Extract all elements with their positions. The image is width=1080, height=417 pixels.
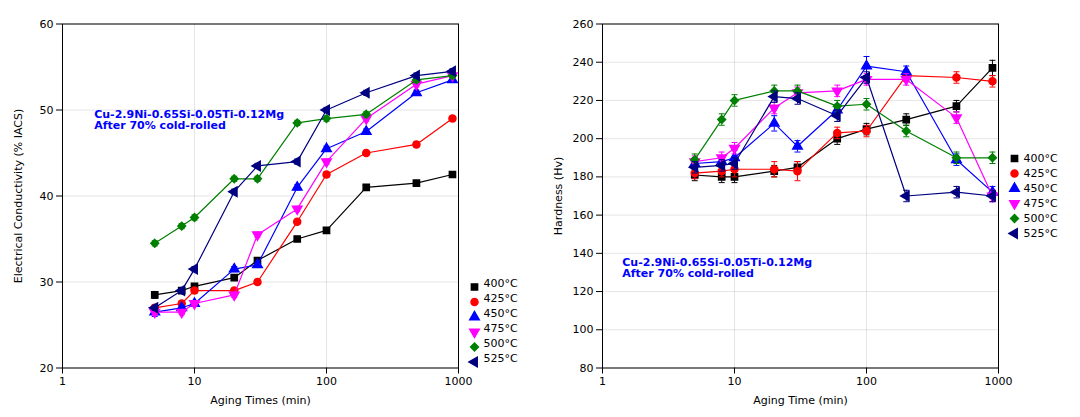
svg-text:425°C: 425°C xyxy=(1024,167,1058,180)
svg-text:100: 100 xyxy=(316,375,337,388)
svg-text:20: 20 xyxy=(40,362,54,375)
svg-text:10: 10 xyxy=(188,375,202,388)
svg-text:450°C: 450°C xyxy=(1024,182,1058,195)
svg-text:1000: 1000 xyxy=(445,375,473,388)
svg-text:Aging Time (min): Aging Time (min) xyxy=(753,394,848,407)
svg-text:120: 120 xyxy=(573,285,594,298)
svg-text:1: 1 xyxy=(59,375,66,388)
svg-text:Aging Times (min): Aging Times (min) xyxy=(210,394,311,407)
svg-text:425°C: 425°C xyxy=(484,292,518,305)
svg-text:525°C: 525°C xyxy=(484,352,518,365)
svg-text:10: 10 xyxy=(728,375,742,388)
svg-text:180: 180 xyxy=(573,170,594,183)
svg-text:60: 60 xyxy=(40,18,54,31)
svg-text:Electrical Conductivity (% IAC: Electrical Conductivity (% IACS) xyxy=(12,109,25,283)
svg-text:200: 200 xyxy=(573,132,594,145)
svg-text:260: 260 xyxy=(573,18,594,31)
svg-text:Cu-2.9Ni-0.65Si-0.05Ti-0.12MgA: Cu-2.9Ni-0.65Si-0.05Ti-0.12MgAfter 70% c… xyxy=(622,256,812,280)
svg-text:220: 220 xyxy=(573,94,594,107)
svg-text:500°C: 500°C xyxy=(1024,212,1058,225)
svg-text:140: 140 xyxy=(573,247,594,260)
svg-text:100: 100 xyxy=(573,323,594,336)
svg-text:475°C: 475°C xyxy=(484,322,518,335)
svg-text:100: 100 xyxy=(856,375,877,388)
svg-text:500°C: 500°C xyxy=(484,337,518,350)
svg-text:30: 30 xyxy=(40,276,54,289)
svg-text:400°C: 400°C xyxy=(484,277,518,290)
svg-text:240: 240 xyxy=(573,56,594,69)
svg-text:475°C: 475°C xyxy=(1024,197,1058,210)
svg-text:50: 50 xyxy=(40,104,54,117)
svg-text:Cu-2.9Ni-0.65Si-0.05Ti-0.12MgA: Cu-2.9Ni-0.65Si-0.05Ti-0.12MgAfter 70% c… xyxy=(94,108,284,132)
svg-text:450°C: 450°C xyxy=(484,307,518,320)
svg-text:Hardness (Hv): Hardness (Hv) xyxy=(552,157,565,235)
svg-text:1000: 1000 xyxy=(985,375,1013,388)
svg-text:80: 80 xyxy=(580,362,594,375)
svg-text:1: 1 xyxy=(599,375,606,388)
svg-text:525°C: 525°C xyxy=(1024,227,1058,240)
svg-text:400°C: 400°C xyxy=(1024,152,1058,165)
svg-text:160: 160 xyxy=(573,209,594,222)
svg-text:40: 40 xyxy=(40,190,54,203)
